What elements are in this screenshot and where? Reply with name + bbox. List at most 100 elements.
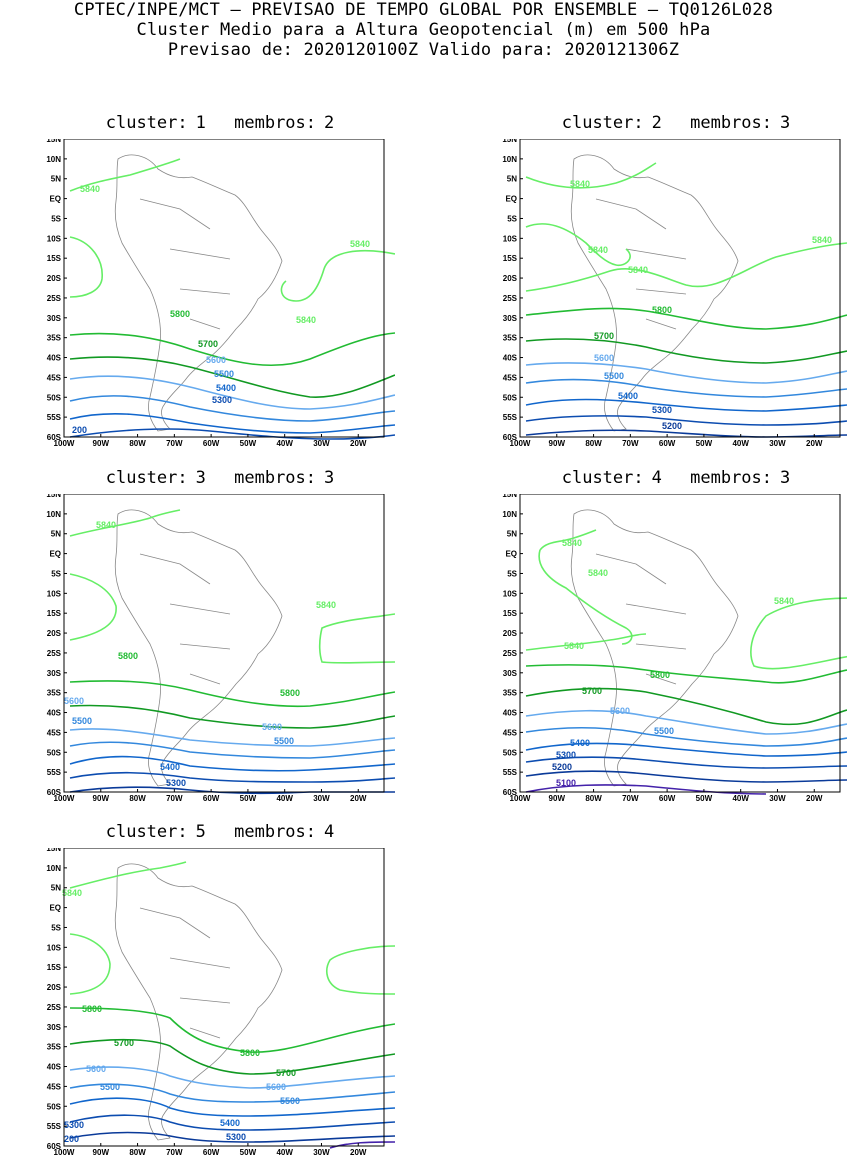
axes: 15N 10N 5N EQ 5S 10S 15S 20S 25S 30S 35S 40S 45S 50S 5… [502,494,841,803]
lat-tick-label: 10N [46,864,61,873]
contour-label: 5300 [64,1120,84,1130]
contour-label: 5800 [118,651,138,661]
lon-tick-label: 80W [129,439,146,448]
contour-label: 5300 [212,395,232,405]
lat-tick-label: 40S [503,354,518,363]
lon-tick-label: 60W [203,439,220,448]
lon-tick-label: 70W [166,794,183,803]
cluster-number: 4 [651,468,662,488]
lon-tick-label: 90W [93,439,110,448]
map-border [519,494,841,793]
axes: 15N 10N 5N EQ 5S 10S 15S 20S 25S 30S 35S 40S 45S 50S 5… [502,139,841,448]
contour-label: 5600 [266,1082,286,1092]
contour-label: 5840 [628,265,648,275]
contour-label: 5700 [582,686,602,696]
lat-tick-label: 15N [502,494,517,499]
lon-tick-label: 80W [585,794,602,803]
contour-label: 5800 [650,670,670,680]
members-number: 2 [324,113,335,133]
cluster-label: cluster: [105,113,188,133]
contour-label: 5400 [618,391,638,401]
contour-label: 5840 [812,235,832,245]
lat-tick-label: 50S [47,393,62,402]
lon-tick-label: 60W [659,439,676,448]
cluster-number: 3 [195,468,206,488]
coastline [570,509,739,787]
contour-label: 5800 [280,688,300,698]
lat-tick-label: 10N [502,510,517,519]
lat-tick-label: 45S [47,1082,62,1091]
lon-tick-label: 20W [350,439,367,448]
map-frame: 5840 5800 5700 5800 5700 5600 5600 5500 … [46,848,395,1157]
map-border [63,494,385,793]
lat-tick-label: 15S [503,254,518,263]
lon-tick-label: 30W [313,1148,330,1157]
contour-label: 5700 [114,1038,134,1048]
contour-labels: 5840 5800 5700 5800 5700 5600 5600 5500 … [62,888,300,1144]
lat-tick-label: 5S [51,923,61,932]
contours [69,861,395,1149]
lat-tick-label: EQ [49,550,61,559]
contour-label: 5800 [652,305,672,315]
panel-title: cluster: 5 membros: 4 [60,822,380,842]
contour-label: 5300 [652,405,672,415]
lon-tick-label: 70W [166,439,183,448]
contours [525,529,847,795]
contour-label: 5700 [276,1068,296,1078]
lon-tick-label: 40W [276,1148,293,1157]
contour-label: 5300 [226,1132,246,1142]
cluster-panel-4: cluster: 4 membros: 3 5840 5840 5840 5840 [486,468,847,803]
lat-tick-label: 15S [503,609,518,618]
members-number: 3 [780,468,791,488]
lat-tick-label: 30S [503,669,518,678]
contour-label: 5840 [564,641,584,651]
lon-tick-label: 50W [696,794,713,803]
lon-tick-label: 40W [276,439,293,448]
contour-label: 5800 [170,309,190,319]
contour-label: 5600 [262,722,282,732]
lat-tick-label: 20S [47,983,62,992]
contour-label: 5500 [654,726,674,736]
contour-label: 5700 [594,331,614,341]
lon-tick-label: 50W [240,1148,257,1157]
contour-label: 5840 [296,315,316,325]
map-frame: 5840 5840 5840 5800 5700 5600 5500 5400 … [46,139,395,448]
cluster-label: cluster: [105,822,188,842]
contour-label: 5500 [274,736,294,746]
lat-tick-label: 15S [47,963,62,972]
members-label: membros: [690,113,773,133]
lat-tick-label: 25S [47,294,62,303]
members-label: membros: [234,113,317,133]
lat-tick-label: 35S [47,689,62,698]
cluster-panel-3: cluster: 3 membros: 3 5840 5840 5800 5800 … [30,468,395,803]
lat-tick-label: 5N [51,530,61,539]
map-frame: 5840 5840 5840 5840 5800 5700 5600 5500 … [502,494,847,803]
map-frame: 5840 5840 5840 5840 5800 5700 5600 5500 … [502,139,847,448]
lat-tick-label: 20S [503,629,518,638]
header-line3: Previsao de: 2020120100Z Valido para: 20… [167,40,680,60]
lon-tick-label: 60W [659,794,676,803]
contour-label: 5500 [72,716,92,726]
lon-tick-label: 50W [240,794,257,803]
lon-tick-label: 100W [54,439,75,448]
lat-tick-label: 35S [47,334,62,343]
lon-tick-label: 40W [732,439,749,448]
contour-label: 5200 [552,762,572,772]
lon-tick-label: 20W [350,1148,367,1157]
lon-tick-label: 80W [129,1148,146,1157]
members-number: 4 [324,822,335,842]
lat-tick-label: EQ [505,550,517,559]
contour-label: 5800 [240,1048,260,1058]
contour-label: 5300 [556,750,576,760]
lat-tick-label: 5N [51,884,61,893]
lat-tick-label: 15S [47,609,62,618]
lat-tick-label: 20S [47,629,62,638]
lat-tick-label: 25S [503,294,518,303]
contour-label: 5840 [774,596,794,606]
lat-tick-label: 15S [47,254,62,263]
lat-tick-label: 25S [47,649,62,658]
contour-label: 5100 [556,778,576,788]
lon-tick-label: 100W [510,439,531,448]
lat-tick-label: 30S [47,314,62,323]
lon-tick-label: 30W [769,439,786,448]
